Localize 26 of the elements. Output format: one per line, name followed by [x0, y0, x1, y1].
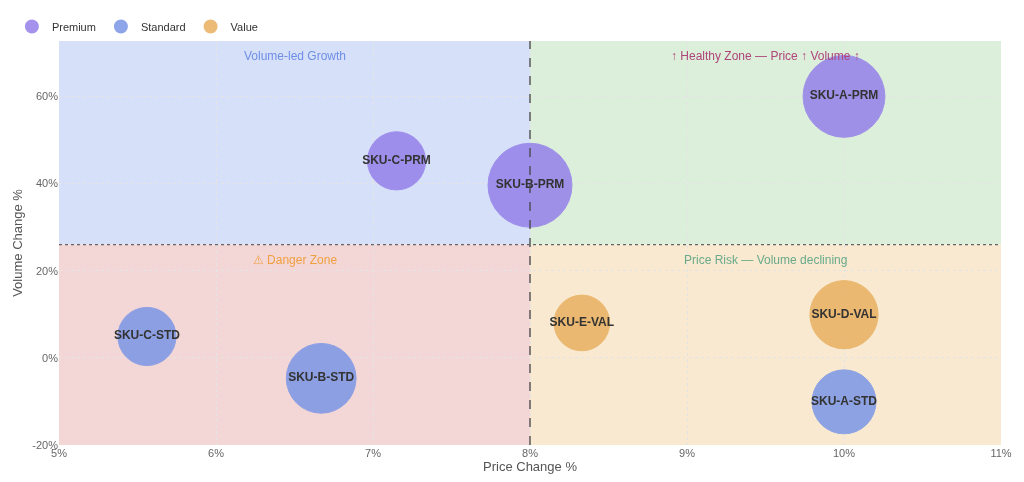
- legend-label: Standard: [140, 20, 186, 33]
- x-tick-label: 7%: [365, 447, 382, 459]
- x-tick-label: 10%: [832, 447, 856, 459]
- data-label: SKU-B-PRM: [495, 177, 565, 192]
- band-label: ⚠ Danger Zone: [253, 253, 338, 267]
- data-label: SKU-A-PRM: [809, 88, 879, 103]
- legend-label: Value: [230, 20, 258, 33]
- data-label: SKU-C-PRM: [362, 152, 431, 167]
- legend-label: Premium: [51, 20, 96, 33]
- y-axis-title: Volume Change %: [10, 188, 26, 297]
- data-label: SKU-D-VAL: [811, 306, 877, 321]
- y-tick-label: 40%: [35, 177, 59, 190]
- data-label: SKU-B-STD: [288, 370, 355, 385]
- band-label: Volume-led Growth: [244, 49, 347, 63]
- x-tick-label: 9%: [679, 447, 696, 459]
- y-tick-label: 20%: [35, 264, 59, 277]
- band-label: ↑ Healthy Zone — Price ↑ Volume ↑: [671, 49, 860, 63]
- y-tick-label: 60%: [35, 90, 59, 103]
- y-tick-label: 0%: [42, 351, 59, 364]
- data-label: SKU-A-STD: [811, 393, 878, 408]
- x-axis-title: Price Change %: [483, 459, 578, 474]
- band-label: Price Risk — Volume declining: [684, 253, 848, 267]
- x-tick-label: 8%: [522, 447, 539, 459]
- data-label: SKU-E-VAL: [549, 314, 615, 329]
- x-tick-label: 6%: [208, 447, 225, 459]
- x-tick-label: 11%: [990, 447, 1012, 459]
